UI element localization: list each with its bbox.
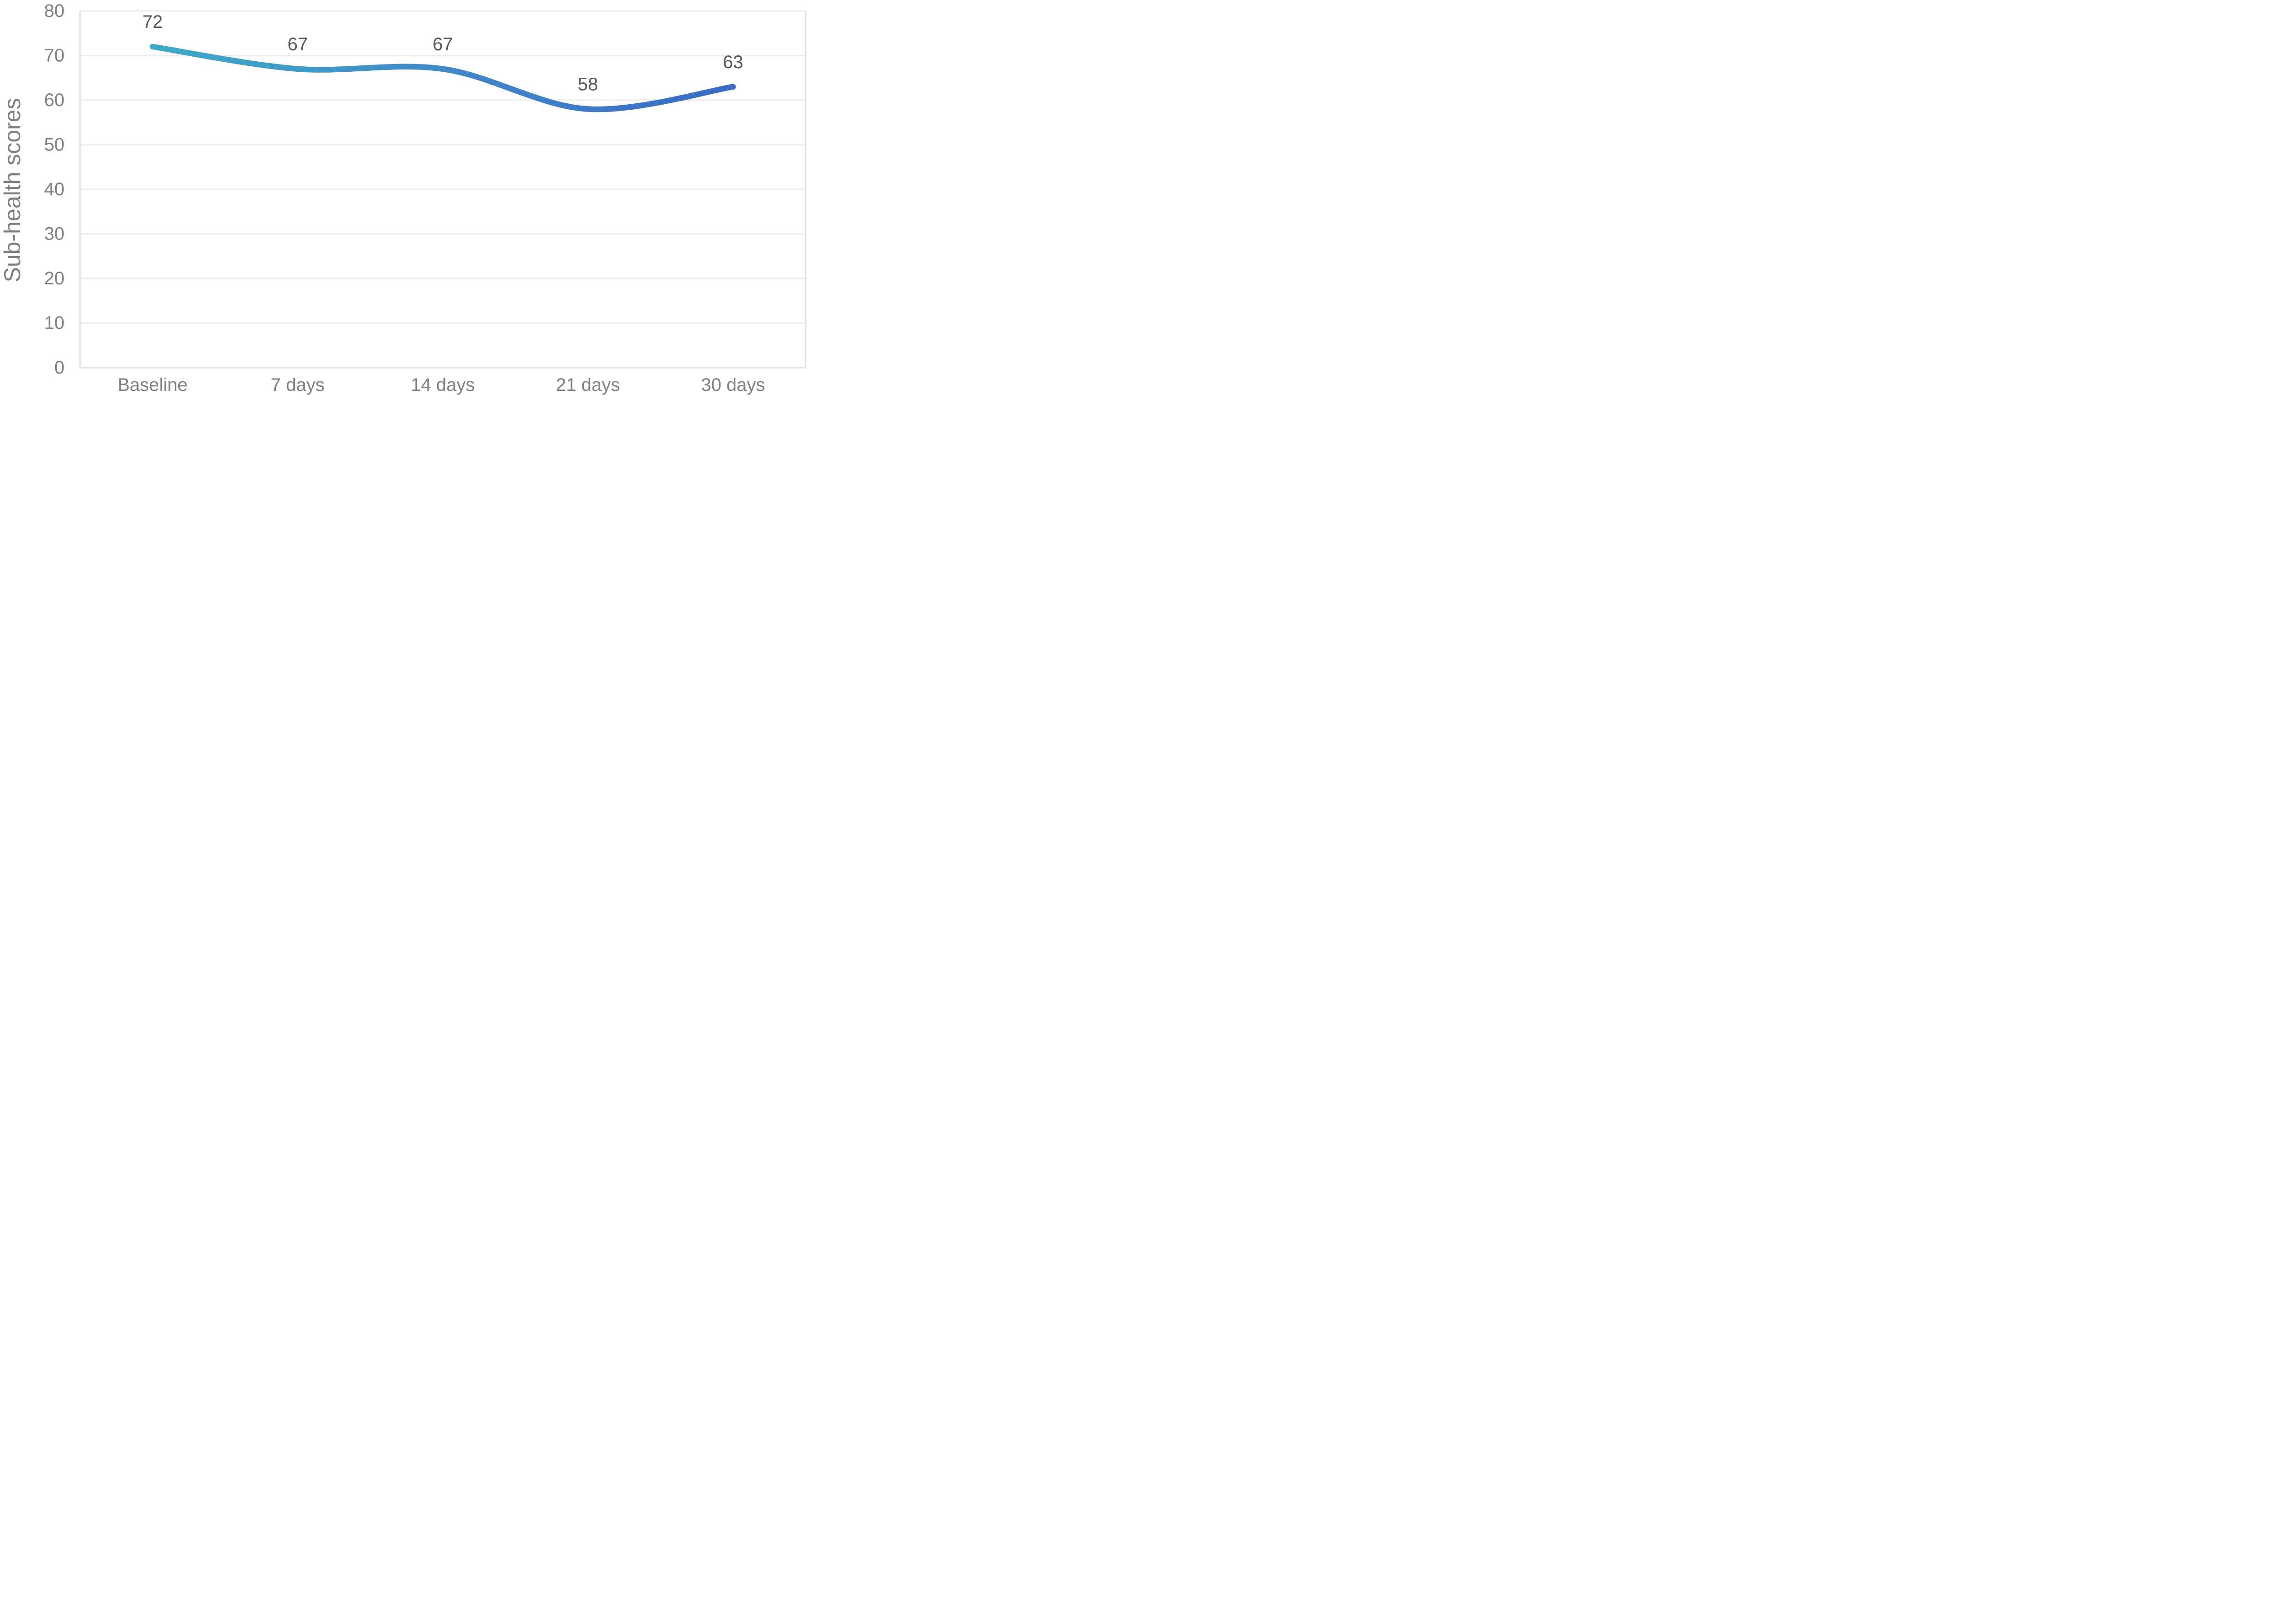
- line-chart: Sub-health scores 80 70 60 50 40 30 20 10 0 Basel…: [0, 0, 810, 406]
- y-tick-label: 0: [54, 358, 64, 378]
- data-label: 67: [433, 34, 453, 54]
- data-label: 63: [723, 52, 743, 72]
- y-tick-label: 40: [44, 179, 65, 199]
- y-axis-title: Sub-health scores: [0, 98, 25, 283]
- line-chart-svg: 80 70 60 50 40 30 20 10 0 Baseline 7 days 14 days 21…: [44, 1, 807, 395]
- data-label: 58: [578, 75, 598, 95]
- y-tick-label: 70: [44, 46, 65, 66]
- x-category-label: 14 days: [411, 375, 475, 395]
- data-label: 72: [142, 12, 163, 32]
- x-category-label: 21 days: [556, 375, 620, 395]
- y-tick-label: 50: [44, 135, 65, 155]
- y-tick-label: 30: [44, 224, 65, 244]
- series-line: [150, 43, 736, 112]
- y-tick-label: 60: [44, 90, 65, 110]
- x-category-label: 30 days: [701, 375, 765, 395]
- x-category-label: 7 days: [271, 375, 325, 395]
- y-tick-label: 20: [44, 268, 65, 288]
- x-category-label: Baseline: [118, 375, 187, 395]
- y-tick-label: 80: [44, 1, 65, 21]
- y-tick-label: 10: [44, 313, 65, 333]
- data-label: 67: [288, 34, 308, 54]
